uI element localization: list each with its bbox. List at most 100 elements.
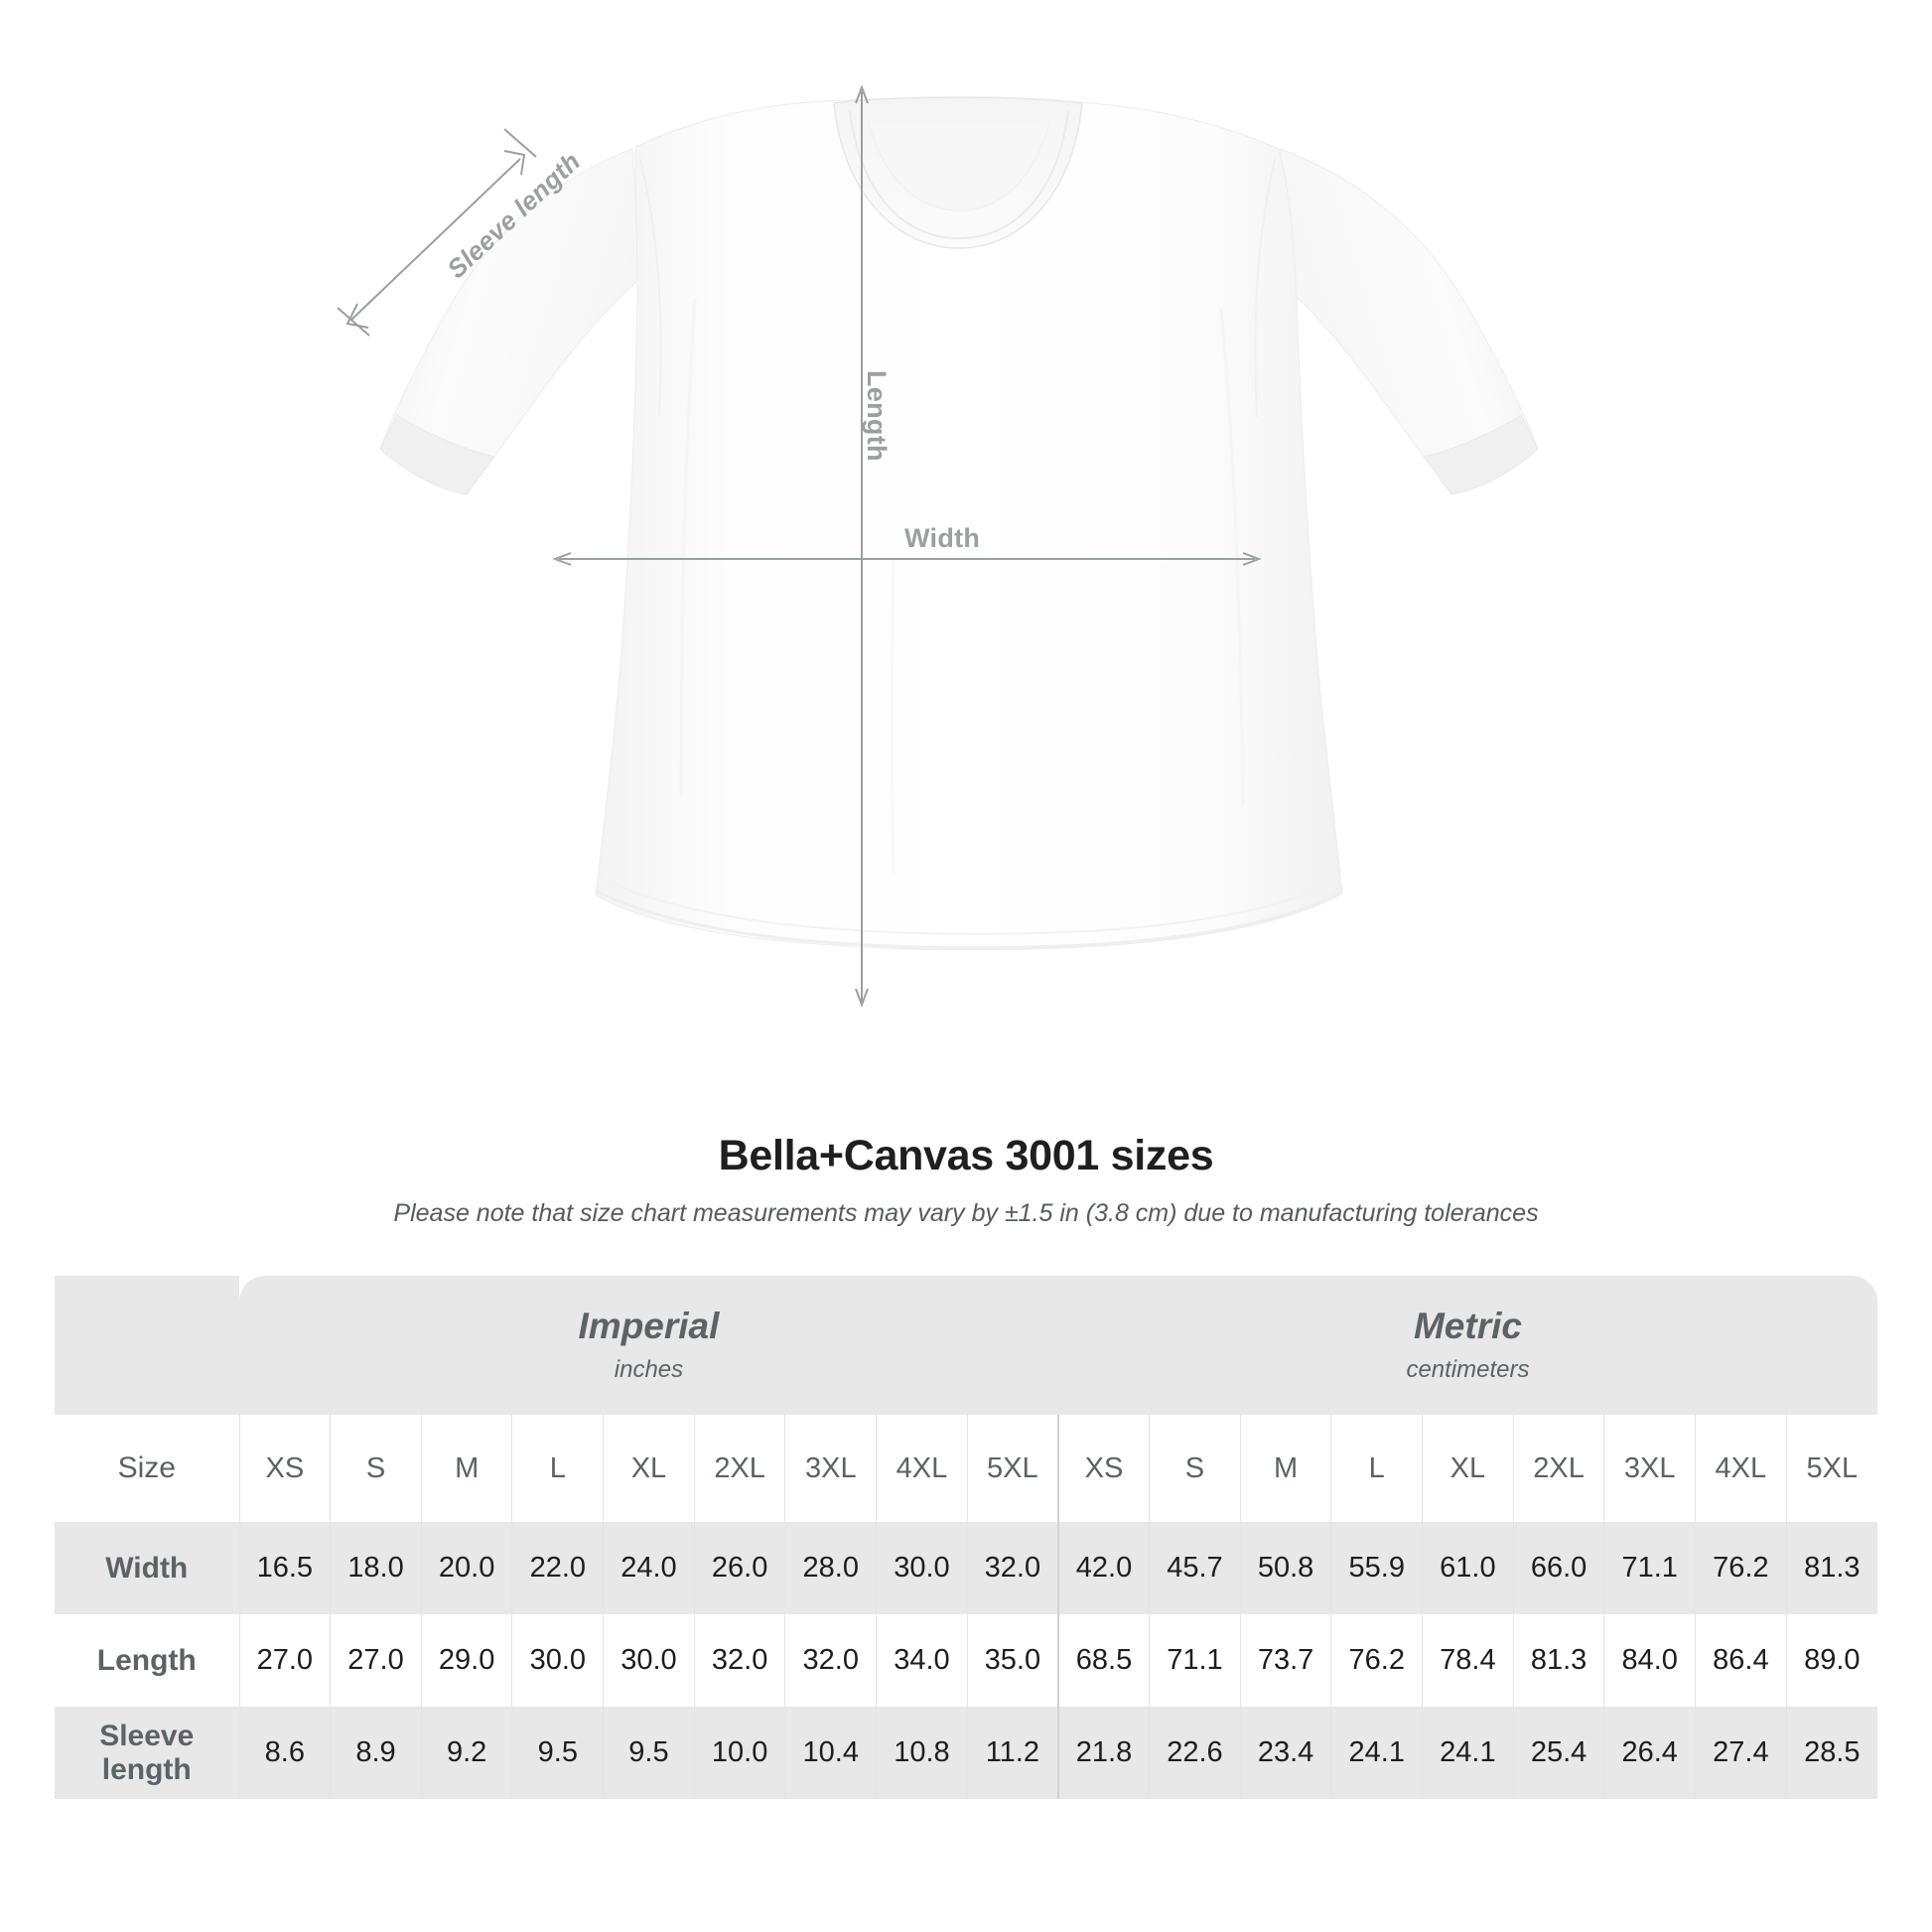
cell-imperial: 32.0 <box>966 1522 1058 1614</box>
cell-metric: 24.1 <box>1330 1707 1423 1799</box>
cell-metric: 81.3 <box>1785 1522 1877 1614</box>
cell-metric: 45.7 <box>1149 1522 1241 1614</box>
sleeve-tick-bottom <box>337 307 370 337</box>
size-header-row: Size XS S M L XL 2XL 3XL 4XL 5XL XS S M L XL 2XL 3XL 4XL 5… <box>55 1415 1877 1522</box>
cell-metric: 73.7 <box>1239 1614 1331 1707</box>
shirt-body <box>595 97 1343 951</box>
cell-imperial: 28.0 <box>784 1522 877 1614</box>
row-label-1: Length <box>55 1614 240 1707</box>
size-header-imperial-L: L <box>511 1415 604 1522</box>
unit-band-spacer <box>55 1276 240 1415</box>
length-arrow-bottom <box>855 988 869 1008</box>
cell-metric: 24.1 <box>1422 1707 1514 1799</box>
left-cuff <box>379 414 495 495</box>
width-arrow-left <box>552 552 572 566</box>
cell-imperial: 30.0 <box>603 1614 695 1707</box>
cell-imperial: 24.0 <box>603 1522 695 1614</box>
cell-metric: 76.2 <box>1330 1614 1423 1707</box>
cell-imperial: 27.0 <box>330 1614 422 1707</box>
size-header-metric-4XL: 4XL <box>1695 1415 1787 1522</box>
right-sleeve <box>1275 148 1539 495</box>
cell-imperial: 10.0 <box>693 1707 785 1799</box>
width-annotation-label: Width <box>904 523 981 553</box>
cell-metric: 42.0 <box>1056 1522 1150 1614</box>
cell-metric: 21.8 <box>1056 1707 1150 1799</box>
cell-imperial: 32.0 <box>693 1614 785 1707</box>
cell-imperial: 22.0 <box>511 1522 604 1614</box>
size-header-imperial-3XL: 3XL <box>784 1415 877 1522</box>
neck-opening <box>849 110 1069 240</box>
cell-metric: 78.4 <box>1422 1614 1514 1707</box>
unit-sub-metric: centimeters <box>1406 1356 1530 1384</box>
cell-imperial: 29.0 <box>420 1614 512 1707</box>
row-label-2: Sleeve length <box>55 1707 240 1799</box>
sleeve-arrow-top <box>503 150 526 176</box>
size-header-metric-2XL: 2XL <box>1512 1415 1604 1522</box>
length-arrow-top <box>855 84 869 104</box>
collar-inner <box>868 122 1050 211</box>
size-header-metric-XS: XS <box>1056 1415 1150 1522</box>
size-header-metric-XL: XL <box>1422 1415 1514 1522</box>
cell-imperial: 35.0 <box>966 1614 1058 1707</box>
cell-imperial: 26.0 <box>693 1522 785 1614</box>
cell-imperial: 32.0 <box>784 1614 877 1707</box>
size-header-metric-L: L <box>1330 1415 1423 1522</box>
sleeve-arrow-bottom <box>345 303 369 329</box>
cell-metric: 22.6 <box>1149 1707 1241 1799</box>
cell-imperial: 27.0 <box>238 1614 331 1707</box>
size-table: Imperial inches Metric centimeters Size XS S M L… <box>55 1276 1877 1799</box>
bottom-hem <box>596 890 1343 950</box>
bottom-hem-stitch <box>599 877 1341 935</box>
cell-imperial: 9.5 <box>511 1707 604 1799</box>
row-label-0: Width <box>55 1522 240 1614</box>
unit-band-row: Imperial inches Metric centimeters <box>55 1276 1877 1415</box>
cell-metric: 89.0 <box>1785 1614 1877 1707</box>
table-row: Sleeve length 8.6 8.9 9.2 9.5 9.5 10.0 10.4 10.8… <box>55 1707 1877 1799</box>
size-header-imperial-M: M <box>420 1415 512 1522</box>
length-annotation-label: Length <box>862 370 892 462</box>
unit-sub-imperial: inches <box>614 1356 684 1384</box>
left-seam <box>639 158 662 418</box>
width-arrow-right <box>1242 552 1262 566</box>
cell-metric: 26.4 <box>1603 1707 1696 1799</box>
size-header-imperial-S: S <box>330 1415 422 1522</box>
size-header-imperial-5XL: 5XL <box>966 1415 1058 1522</box>
size-table-wrapper: Imperial inches Metric centimeters Size XS S M L… <box>55 1276 1877 1799</box>
fold-1 <box>679 297 697 795</box>
cell-imperial: 11.2 <box>966 1707 1058 1799</box>
size-header-metric-3XL: 3XL <box>1603 1415 1696 1522</box>
tolerance-note: Please note that size chart measurements… <box>393 1199 1539 1227</box>
fold-3 <box>891 555 896 875</box>
tshirt-illustration: Sleeve length Length Width <box>337 84 1539 1008</box>
cell-imperial: 9.2 <box>420 1707 512 1799</box>
cell-metric: 61.0 <box>1422 1522 1514 1614</box>
left-sleeve <box>379 148 641 495</box>
cell-metric: 86.4 <box>1695 1614 1787 1707</box>
dimension-lines <box>337 84 1262 1008</box>
cell-metric: 23.4 <box>1239 1707 1331 1799</box>
size-header-metric-M: M <box>1239 1415 1331 1522</box>
table-row: Width 16.5 18.0 20.0 22.0 24.0 26.0 28.0 30.0 32.… <box>55 1522 1877 1614</box>
cell-imperial: 20.0 <box>420 1522 512 1614</box>
chart-heading: Bella+Canvas 3001 sizes Please note that… <box>0 1132 1932 1228</box>
unit-header-imperial: Imperial inches <box>239 1276 1058 1415</box>
sleeve-line <box>350 158 521 321</box>
cell-metric: 50.8 <box>1239 1522 1331 1614</box>
size-header-imperial-XL: XL <box>603 1415 695 1522</box>
size-header-imperial-2XL: 2XL <box>693 1415 785 1522</box>
unit-name-metric: Metric <box>1413 1305 1522 1346</box>
table-row: Length 27.0 27.0 29.0 30.0 30.0 32.0 32.0 34.0 35… <box>55 1614 1877 1707</box>
cell-metric: 66.0 <box>1512 1522 1604 1614</box>
size-header-imperial-4XL: 4XL <box>876 1415 968 1522</box>
unit-header-metric: Metric centimeters <box>1057 1276 1877 1415</box>
sleeve-tick-top <box>503 128 537 158</box>
cell-metric: 81.3 <box>1512 1614 1604 1707</box>
cell-metric: 28.5 <box>1785 1707 1877 1799</box>
cell-imperial: 8.6 <box>238 1707 331 1799</box>
right-cuff <box>1423 414 1539 495</box>
cell-metric: 25.4 <box>1512 1707 1604 1799</box>
cell-imperial: 34.0 <box>876 1614 968 1707</box>
unit-name-imperial: Imperial <box>578 1305 720 1346</box>
fold-2 <box>1219 307 1245 805</box>
